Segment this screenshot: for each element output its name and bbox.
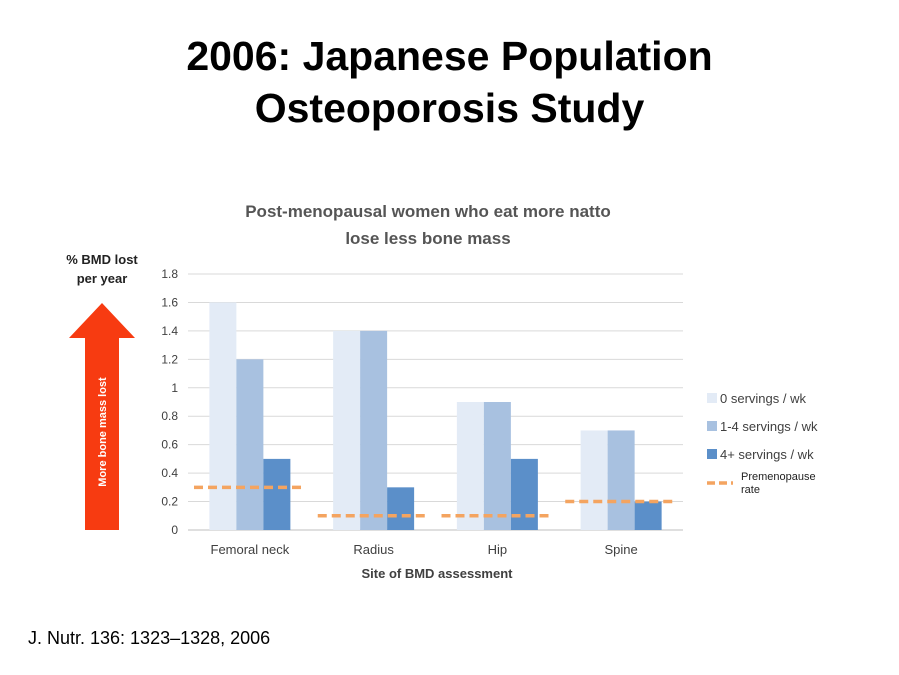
y-tick-label: 1.6 (161, 295, 178, 309)
bar (634, 501, 662, 530)
bar (387, 487, 415, 530)
y-tick-label: 1 (171, 381, 178, 395)
y-axis-label-line2: per year (77, 271, 128, 286)
slide-title-line1: 2006: Japanese Population (186, 33, 713, 79)
legend-label: 4+ servings / wk (720, 447, 814, 462)
y-tick-label: 0.8 (161, 409, 178, 423)
legend-label: 0 servings / wk (720, 391, 806, 406)
y-tick-label: 0 (171, 523, 178, 537)
y-tick-label: 0.2 (161, 495, 178, 509)
legend-swatch (707, 449, 717, 459)
x-axis-title: Site of BMD assessment (362, 566, 514, 581)
bar (263, 458, 291, 530)
slide-title: 2006: Japanese Population Osteoporosis S… (0, 30, 899, 134)
legend-swatch (707, 393, 717, 403)
up-arrow-shape (69, 303, 135, 530)
bar (580, 430, 608, 530)
y-tick-label: 1.4 (161, 324, 178, 338)
bar (333, 330, 361, 530)
bar (456, 402, 484, 530)
slide-title-line2: Osteoporosis Study (254, 85, 645, 131)
bar (607, 430, 635, 530)
up-arrow: More bone mass lost (69, 303, 135, 530)
x-category-label: Femoral neck (211, 542, 290, 557)
x-category-label: Radius (353, 542, 394, 557)
arrow-label: More bone mass lost (97, 377, 109, 487)
x-category-label: Hip (488, 542, 508, 557)
bar (360, 330, 388, 530)
y-tick-label: 1.2 (161, 352, 178, 366)
chart-title-line1: Post-menopausal women who eat more natto (245, 202, 611, 221)
bar (209, 302, 237, 530)
y-tick-label: 0.4 (161, 466, 178, 480)
y-tick-label: 0.6 (161, 438, 178, 452)
x-category-label: Spine (605, 542, 638, 557)
chart-title-line2: lose less bone mass (345, 229, 510, 248)
legend-label-reference-line1: Premenopause (741, 471, 816, 483)
legend-label: 1-4 servings / wk (720, 419, 818, 434)
bar (236, 359, 264, 530)
legend-swatch (707, 421, 717, 431)
citation: J. Nutr. 136: 1323–1328, 2006 (28, 628, 271, 648)
y-axis-label-line1: % BMD lost (66, 252, 138, 267)
bar (483, 402, 511, 530)
bar (510, 458, 538, 530)
legend: 0 servings / wk 1-4 servings / wk 4+ servi… (707, 391, 818, 496)
legend-label-reference-line2: rate (741, 484, 760, 496)
y-tick-label: 1.8 (161, 267, 178, 281)
